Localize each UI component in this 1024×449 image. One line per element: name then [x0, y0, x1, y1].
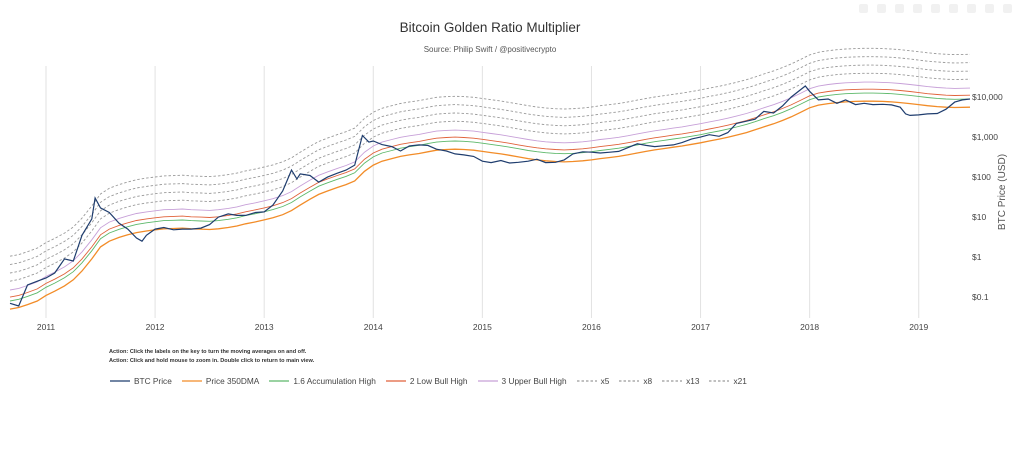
- x-tick-label: 2011: [37, 322, 56, 332]
- line-1-6-accumulation-high: [9, 92, 971, 302]
- legend-label: x8: [643, 376, 653, 386]
- legend-swatch: [709, 380, 730, 382]
- chart-toolbar: [859, 4, 1012, 13]
- line-price-350dma: [9, 100, 971, 310]
- legend-label: 1.6 Accumulation High: [293, 376, 376, 386]
- autoscale-icon[interactable]: [949, 4, 958, 13]
- line-x13: [9, 56, 971, 266]
- y-tick-label: $1: [972, 252, 982, 262]
- line-x5: [9, 72, 971, 282]
- y-axis-title: BTC Price (USD): [997, 154, 1008, 230]
- legend-swatch: [576, 380, 597, 382]
- x-tick-label: 2017: [691, 322, 710, 332]
- line-x8: [9, 64, 971, 274]
- chart-legend: BTC Price Price 350DMA 1.6 Accumulation Hi…: [110, 376, 757, 386]
- legend-label: x21: [733, 376, 747, 386]
- legend-label: x5: [600, 376, 610, 386]
- y-tick-label: $100: [972, 172, 991, 182]
- x-tick-label: 2015: [473, 322, 492, 332]
- grid-lines: [45, 66, 920, 318]
- legend-label: x13: [686, 376, 700, 386]
- legend-item[interactable]: Price 350DMA: [181, 376, 260, 386]
- chart-title: Bitcoin Golden Ratio Multiplier: [399, 20, 581, 35]
- legend-item[interactable]: x5: [576, 376, 610, 386]
- legend-swatch: [181, 380, 202, 382]
- legend-item[interactable]: BTC Price: [110, 376, 172, 386]
- x-tick-label: 2012: [146, 322, 165, 332]
- action-note-toggle: Action: Click the labels on the key to t…: [109, 349, 307, 355]
- series-lines: [9, 47, 971, 310]
- legend-swatch: [385, 380, 406, 382]
- legend-label: Price 350DMA: [205, 376, 260, 386]
- x-tick-label: 2013: [255, 322, 274, 332]
- legend-swatch: [662, 380, 683, 382]
- legend-item[interactable]: x13: [662, 376, 699, 386]
- legend-swatch: [619, 380, 640, 382]
- legend-label: BTC Price: [134, 376, 172, 386]
- y-tick-label: $10,000: [972, 92, 1003, 102]
- x-tick-label: 2014: [364, 322, 383, 332]
- line-x21: [9, 47, 971, 257]
- x-tick-label: 2019: [909, 322, 928, 332]
- legend-item[interactable]: x8: [619, 376, 652, 386]
- legend-swatch: [269, 380, 290, 382]
- y-tick-label: $1,000: [972, 132, 998, 142]
- legend-item[interactable]: x21: [709, 376, 747, 386]
- line-btc-price: [9, 85, 971, 307]
- axes: 2011 2012 2013 2014 2015 2016 2017 2018 2019 $10,…: [37, 92, 1008, 332]
- zoom-icon[interactable]: [877, 4, 886, 13]
- x-tick-label: 2018: [800, 322, 819, 332]
- camera-icon[interactable]: [859, 4, 868, 13]
- hover-icon[interactable]: [1003, 4, 1012, 13]
- pan-icon[interactable]: [895, 4, 904, 13]
- line-3-upper-bull-high: [9, 81, 971, 291]
- y-tick-label: $0.1: [972, 292, 989, 302]
- legend-item[interactable]: 1.6 Accumulation High: [269, 376, 376, 386]
- action-note-zoom: Action: Click and hold mouse to zoom in.…: [109, 358, 315, 364]
- line-2-low-bull-high: [9, 88, 971, 298]
- action-notes: Action: Click the labels on the key to t…: [109, 348, 314, 366]
- zoom-out-icon[interactable]: [931, 4, 940, 13]
- legend-label: 3 Upper Bull High: [501, 376, 567, 386]
- reset-axes-icon[interactable]: [967, 4, 976, 13]
- legend-swatch: [110, 380, 130, 382]
- legend-label: 2 Low Bull High: [409, 376, 468, 386]
- legend-item[interactable]: 3 Upper Bull High: [477, 376, 567, 386]
- x-tick-label: 2016: [582, 322, 601, 332]
- legend-item[interactable]: 2 Low Bull High: [385, 376, 468, 386]
- y-tick-label: $10: [972, 212, 986, 222]
- zoom-in-icon[interactable]: [913, 4, 922, 13]
- spike-lines-icon[interactable]: [985, 4, 994, 13]
- chart-subtitle: Source: Philip Swift / @positivecrypto: [423, 45, 557, 54]
- legend-swatch: [477, 380, 498, 382]
